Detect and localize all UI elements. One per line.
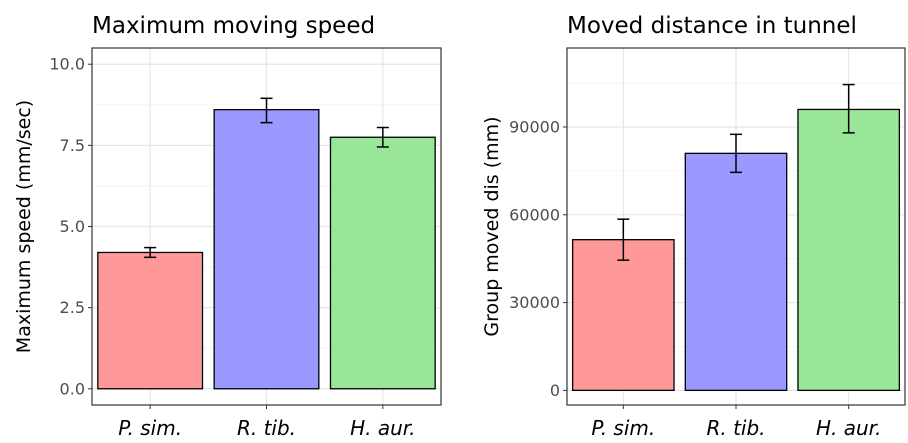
y-axis-label: Group moved dis (mm)	[481, 116, 503, 336]
y-tick-label: 90000	[509, 118, 560, 137]
chart-title: Maximum moving speed	[92, 13, 375, 39]
x-tick-label: R. tib.	[237, 416, 296, 440]
x-tick-label: P. sim.	[591, 416, 655, 440]
y-tick-label: 0	[550, 381, 560, 400]
y-tick-label: 30000	[509, 293, 560, 312]
y-tick-label: 7.5	[60, 136, 85, 155]
chart-panel-2: Moved distance in tunnel 0 30000 60000 90000…	[481, 13, 906, 440]
bar-p-sim	[571, 239, 675, 392]
chart-title: Moved distance in tunnel	[567, 13, 857, 39]
y-tick-label: 60000	[509, 205, 560, 224]
y-tick-label: 5.0	[60, 217, 85, 236]
y-tick-label: 2.5	[60, 298, 85, 317]
bar-r-tib	[684, 152, 788, 392]
y-axis-label: Maximum speed (mm/sec)	[13, 100, 35, 353]
x-tick-label: H. aur.	[350, 416, 415, 440]
x-tick-label: R. tib.	[706, 416, 765, 440]
bar-p-sim	[97, 251, 204, 390]
bar-h-aur	[797, 108, 901, 392]
chart-panel-1: Maximum moving speed 0.0 2.5 5.0 7.5 10.0 P. s…	[13, 13, 442, 440]
x-tick-label: H. aur.	[816, 416, 881, 440]
bar-h-aur	[329, 136, 436, 390]
x-tick-label: P. sim.	[118, 416, 182, 440]
bar-r-tib	[213, 109, 320, 390]
y-tick-label: 10.0	[49, 55, 85, 74]
y-tick-label: 0.0	[60, 379, 85, 398]
